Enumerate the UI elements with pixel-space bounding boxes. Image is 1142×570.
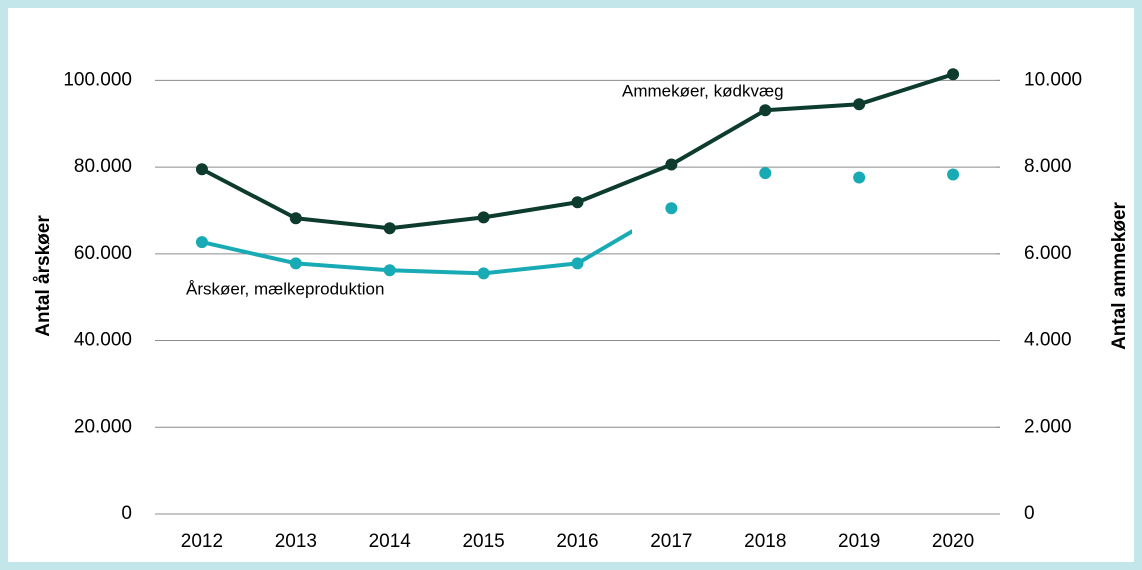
y2-tick-label: 10.000 bbox=[1024, 69, 1082, 90]
y-tick-label: 20.000 bbox=[74, 416, 132, 437]
y-axis-title: Antal årskøer bbox=[33, 215, 54, 337]
y-tick-label: 80.000 bbox=[74, 156, 132, 177]
series-label: Ammekøer, kødkvæg bbox=[622, 81, 784, 100]
point bbox=[665, 158, 678, 171]
y2-tick-label: 2.000 bbox=[1024, 416, 1072, 437]
point bbox=[477, 267, 490, 280]
y2-tick-label: 0 bbox=[1024, 503, 1035, 524]
chart-panel bbox=[8, 8, 1134, 562]
x-tick-label: 2020 bbox=[932, 531, 974, 552]
point bbox=[759, 167, 772, 180]
y2-tick-label: 8.000 bbox=[1024, 156, 1072, 177]
point bbox=[759, 104, 772, 117]
y-tick-label: 0 bbox=[121, 503, 132, 524]
x-tick-label: 2013 bbox=[275, 531, 317, 552]
x-tick-label: 2014 bbox=[369, 531, 412, 552]
x-tick-label: 2016 bbox=[556, 531, 598, 552]
y-tick-label: 60.000 bbox=[74, 243, 132, 264]
point bbox=[947, 168, 960, 181]
x-tick-label: 2012 bbox=[181, 531, 223, 552]
point bbox=[853, 171, 866, 184]
y-tick-label: 100.000 bbox=[63, 69, 132, 90]
point bbox=[477, 211, 490, 224]
x-tick-label: 2019 bbox=[838, 531, 880, 552]
x-tick-label: 2015 bbox=[462, 531, 504, 552]
y2-tick-label: 6.000 bbox=[1024, 243, 1072, 264]
series-label: Årskøer, mælkeproduktion bbox=[186, 279, 384, 298]
point bbox=[853, 98, 866, 111]
point bbox=[571, 196, 584, 209]
y-tick-label: 40.000 bbox=[74, 330, 132, 351]
point bbox=[289, 212, 302, 225]
point bbox=[383, 264, 396, 277]
y2-axis-title: Antal ammekøer bbox=[1109, 201, 1130, 349]
point bbox=[571, 257, 584, 270]
point bbox=[195, 236, 208, 249]
y2-tick-label: 4.000 bbox=[1024, 330, 1072, 351]
x-tick-label: 2018 bbox=[744, 531, 786, 552]
point bbox=[383, 222, 396, 235]
point bbox=[947, 68, 960, 81]
x-tick-label: 2017 bbox=[650, 531, 692, 552]
point bbox=[665, 202, 678, 215]
point bbox=[289, 257, 302, 270]
point bbox=[195, 163, 208, 176]
